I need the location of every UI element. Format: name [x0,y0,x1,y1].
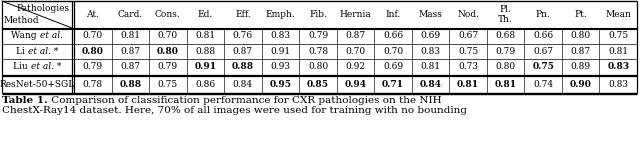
Text: 0.87: 0.87 [233,47,253,56]
Text: Wang: Wang [12,31,40,40]
Text: 0.83: 0.83 [607,62,629,71]
Text: 0.68: 0.68 [495,31,516,40]
Text: 0.88: 0.88 [119,80,141,89]
Text: 0.80: 0.80 [157,47,179,56]
Text: Li: Li [16,47,28,56]
Text: 0.81: 0.81 [495,80,516,89]
Text: 0.91: 0.91 [195,62,216,71]
Text: Mean: Mean [605,10,631,19]
Text: 0.83: 0.83 [420,47,440,56]
Text: 0.81: 0.81 [457,80,479,89]
Text: 0.80: 0.80 [308,62,328,71]
Text: 0.75: 0.75 [532,62,554,71]
Text: Pt.: Pt. [574,10,587,19]
Text: 0.80: 0.80 [571,31,591,40]
Text: 0.75: 0.75 [608,31,628,40]
Text: et al.: et al. [28,47,51,56]
Text: 0.79: 0.79 [83,62,103,71]
Text: Pn.: Pn. [536,10,550,19]
Text: 0.80: 0.80 [495,62,516,71]
Text: 0.83: 0.83 [271,31,291,40]
Text: 0.67: 0.67 [533,47,553,56]
Text: 0.71: 0.71 [382,80,404,89]
Text: Inf.: Inf. [385,10,401,19]
Text: 0.89: 0.89 [571,62,591,71]
Text: 0.84: 0.84 [420,80,442,89]
Text: 0.87: 0.87 [120,47,140,56]
Text: 0.81: 0.81 [195,31,216,40]
Text: 0.70: 0.70 [158,31,178,40]
Text: et al.: et al. [31,62,54,71]
Text: Table 1.: Table 1. [2,96,48,105]
Text: 0.69: 0.69 [383,62,403,71]
Text: 0.92: 0.92 [346,62,365,71]
Text: 0.75: 0.75 [458,47,478,56]
Text: 0.94: 0.94 [344,80,367,89]
Text: *: * [54,62,61,71]
Text: 0.75: 0.75 [157,80,178,89]
Text: 0.90: 0.90 [570,80,591,89]
Text: Eff.: Eff. [235,10,251,19]
Text: 0.79: 0.79 [158,62,178,71]
Text: Cons.: Cons. [155,10,180,19]
Text: Pl.
Th.: Pl. Th. [499,5,513,24]
Text: 0.70: 0.70 [83,31,103,40]
Text: 0.85: 0.85 [307,80,329,89]
Text: 0.93: 0.93 [271,62,291,71]
Text: *: * [51,47,58,56]
Text: 0.69: 0.69 [420,31,440,40]
Text: At.: At. [86,10,99,19]
Text: 0.70: 0.70 [383,47,403,56]
Text: 0.70: 0.70 [346,47,365,56]
Text: 0.87: 0.87 [346,31,365,40]
Text: Comparison of classification performance for CXR pathologies on the NIH: Comparison of classification performance… [48,96,442,105]
Text: Liu: Liu [13,62,31,71]
Text: 0.67: 0.67 [458,31,478,40]
Text: 0.78: 0.78 [83,80,103,89]
Text: 0.81: 0.81 [420,62,440,71]
Text: ChestX-Ray14 dataset. Here, 70% of all images were used for training with no bou: ChestX-Ray14 dataset. Here, 70% of all i… [2,106,467,115]
Text: 0.95: 0.95 [269,80,291,89]
Text: 0.81: 0.81 [120,31,140,40]
Text: 0.86: 0.86 [195,80,216,89]
Text: Nod.: Nod. [457,10,479,19]
Text: 0.87: 0.87 [120,62,140,71]
Text: 0.80: 0.80 [82,47,104,56]
Text: Card.: Card. [118,10,143,19]
Text: 0.79: 0.79 [495,47,516,56]
Text: Ed.: Ed. [198,10,213,19]
Text: 0.91: 0.91 [270,47,291,56]
Text: Pathologies: Pathologies [17,4,70,13]
Text: Mass: Mass [419,10,442,19]
Text: 0.88: 0.88 [232,62,254,71]
Text: Fib.: Fib. [309,10,327,19]
Text: 0.73: 0.73 [458,62,478,71]
Text: Hernia: Hernia [340,10,371,19]
Text: ResNet-50+SGL: ResNet-50+SGL [0,80,75,89]
Text: 0.66: 0.66 [533,31,553,40]
Text: Emph.: Emph. [266,10,295,19]
Text: 0.81: 0.81 [608,47,628,56]
Text: 0.88: 0.88 [195,47,216,56]
Text: Method: Method [4,16,40,25]
Text: 0.83: 0.83 [608,80,628,89]
Text: 0.84: 0.84 [233,80,253,89]
Text: 0.74: 0.74 [533,80,553,89]
Text: 0.78: 0.78 [308,47,328,56]
Text: 0.76: 0.76 [233,31,253,40]
Text: 0.87: 0.87 [571,47,591,56]
Text: 0.66: 0.66 [383,31,403,40]
Text: 0.79: 0.79 [308,31,328,40]
Text: et al.: et al. [40,31,63,40]
